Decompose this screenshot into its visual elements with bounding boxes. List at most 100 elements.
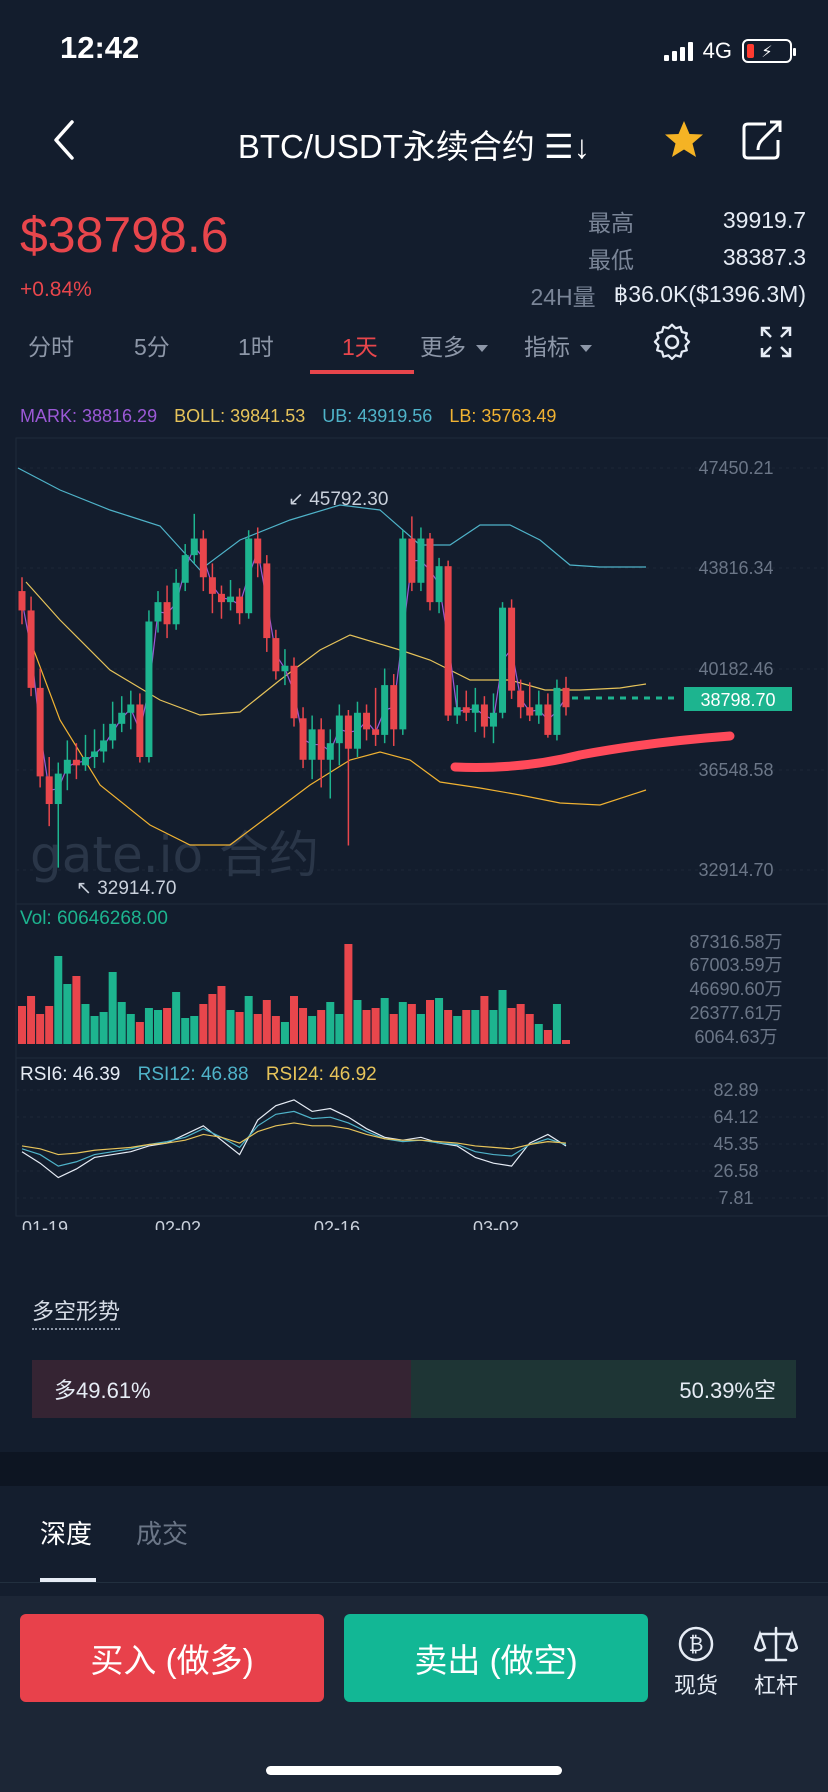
- nav-bar: BTC/USDT永续合约 ☰↓: [0, 100, 828, 180]
- candle-body: [217, 593, 225, 603]
- watermark: gate.io 合约: [30, 826, 319, 884]
- active-tab-underline: [310, 370, 414, 374]
- low-value: 38387.3: [722, 244, 806, 270]
- candle-body: [372, 729, 380, 735]
- tab-depth[interactable]: 深度: [40, 1519, 93, 1549]
- high-label: 最高: [588, 209, 634, 236]
- candle-body: [299, 718, 307, 760]
- sell-short-button[interactable]: 卖出 (做空): [344, 1614, 648, 1702]
- volume-bar: [181, 1018, 190, 1044]
- volume-bar: [353, 1000, 362, 1044]
- candle-body: [54, 773, 62, 805]
- candle-body: [408, 538, 416, 583]
- back-icon[interactable]: [46, 116, 86, 164]
- chevron-down-icon: [476, 345, 488, 353]
- rsi6-line: [21, 1099, 567, 1179]
- volume-bar: [253, 1014, 262, 1044]
- candle-body: [199, 538, 207, 578]
- price-chart[interactable]: gate.io 合约 47450.21 43816.34 40182.46 36548…: [0, 430, 828, 1230]
- long-short-title[interactable]: 多空形势: [32, 1294, 121, 1330]
- candle-body: [426, 538, 434, 603]
- candle-body: [272, 638, 280, 672]
- rsi12-value: RSI12: 46.88: [137, 1064, 249, 1085]
- pair-title[interactable]: BTC/USDT永续合约 ☰↓: [237, 128, 591, 165]
- candle-body: [444, 566, 452, 716]
- date-axis-labels: 01-19 02-02 02-16 03-02: [22, 1218, 519, 1230]
- battery-icon: ⚡: [742, 39, 796, 63]
- volume-bar: [498, 990, 507, 1044]
- price-tick-label: 36548.58: [698, 760, 773, 780]
- volume-bar: [362, 1010, 371, 1044]
- candle-body: [290, 665, 298, 719]
- tab-5min[interactable]: 5分: [134, 334, 170, 360]
- volume-bars: [18, 944, 570, 1044]
- tab-trades[interactable]: 成交: [136, 1519, 189, 1549]
- volume-bar: [199, 1004, 208, 1044]
- tab-indicators[interactable]: 指标: [524, 328, 592, 362]
- rsi-tick-label: 26.58: [713, 1161, 758, 1181]
- fullscreen-icon[interactable]: [760, 326, 792, 358]
- volume-bar: [426, 1000, 434, 1044]
- candle-body: [245, 538, 253, 614]
- volume-bar: [45, 1006, 54, 1044]
- status-indicators: 4G ⚡: [663, 38, 796, 64]
- rsi-legend: RSI6: 46.39 RSI12: 46.88 RSI24: 46.92: [20, 1064, 389, 1086]
- ub-value: UB: 43919.56: [322, 406, 433, 426]
- candle-body: [390, 685, 398, 730]
- date-tick-label: 02-02: [155, 1218, 201, 1230]
- candle-body: [27, 610, 35, 688]
- candle-body: [181, 555, 189, 583]
- price-tick-label: 40182.46: [698, 659, 773, 679]
- stat-low: 最低 38387.3: [530, 239, 806, 276]
- volume-bar: [262, 1000, 271, 1044]
- tab-more[interactable]: 更多: [420, 328, 488, 362]
- tab-more-label: 更多: [420, 334, 466, 360]
- volume-bar: [380, 998, 389, 1044]
- volume-bar: [308, 1016, 317, 1044]
- volume-bar: [435, 998, 444, 1044]
- volume-bar: [154, 1010, 162, 1044]
- candle-body: [562, 687, 570, 708]
- volume-bar: [163, 1008, 172, 1044]
- candle-body: [163, 602, 171, 625]
- gear-icon[interactable]: [652, 322, 692, 362]
- leverage-button[interactable]: 杠杆: [746, 1624, 806, 1700]
- tab-timeline[interactable]: 分时: [28, 334, 74, 360]
- depth-tabs: 深度 成交: [0, 1486, 828, 1596]
- volume-bar: [398, 1002, 407, 1044]
- depth-tab-underline: [40, 1578, 96, 1582]
- candle-body: [227, 596, 235, 603]
- volume-bar: [480, 996, 489, 1044]
- leverage-label: 杠杆: [753, 1673, 798, 1698]
- tab-1day[interactable]: 1天: [342, 334, 378, 360]
- volume-bar: [208, 994, 217, 1044]
- candle-body: [308, 729, 316, 760]
- candle-body: [317, 729, 325, 760]
- volume-bar: [271, 1016, 280, 1044]
- rsi-lines: [16, 1089, 828, 1199]
- share-icon[interactable]: [740, 118, 784, 162]
- status-time: 12:42: [60, 30, 140, 65]
- volume-bar: [27, 996, 36, 1044]
- long-short-bar: 多49.61% 50.39%空: [32, 1360, 796, 1418]
- volume-bar: [172, 992, 181, 1044]
- volume-bar: [335, 1014, 344, 1044]
- depth-divider: [0, 1582, 828, 1583]
- volume-bar: [108, 972, 117, 1044]
- last-price: $38798.6: [20, 207, 229, 263]
- candle-body: [417, 538, 425, 583]
- buy-long-button[interactable]: 买入 (做多): [20, 1614, 324, 1702]
- volume-bar: [371, 1008, 380, 1044]
- favorite-star-icon[interactable]: [662, 118, 706, 162]
- current-price-tag: 38798.70: [572, 687, 792, 711]
- spot-button[interactable]: ₿ 现货: [666, 1624, 726, 1700]
- rsi-tick-label: 45.35: [713, 1134, 758, 1154]
- candle-body: [281, 665, 289, 672]
- volume-bar: [190, 1016, 199, 1044]
- rsi-tick-label: 7.81: [718, 1188, 753, 1208]
- current-price-value: 38798.70: [700, 690, 775, 710]
- candle-body: [91, 751, 99, 758]
- volume-axis-labels: 87316.58万 67003.59万 46690.60万 26377.61万 6064…: [689, 932, 782, 1047]
- tab-1hour[interactable]: 1时: [238, 334, 274, 360]
- middle-band: [25, 581, 647, 716]
